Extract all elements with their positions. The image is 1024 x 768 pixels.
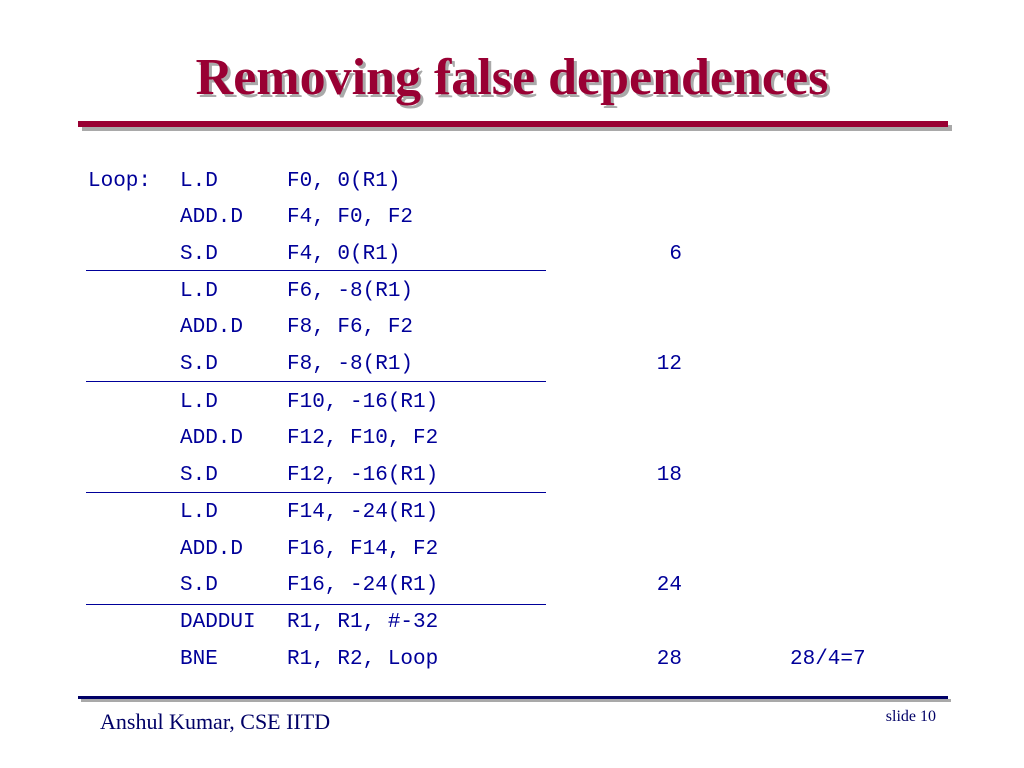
slide-title: Removing false dependences (195, 49, 829, 106)
instr-opcode: S.D (180, 353, 218, 376)
instr-opcode: L.D (180, 501, 218, 524)
instr-operands: F8, -8(R1) (287, 353, 414, 376)
instr-operands: R1, R1, #-32 (287, 611, 439, 634)
instr-opcode: S.D (180, 464, 218, 487)
instr-operands: F6, -8(R1) (287, 280, 414, 303)
group-separator (86, 492, 546, 493)
group-separator (86, 604, 546, 605)
instr-operands: F0, 0(R1) (287, 170, 401, 193)
cycle-count: 12 (656, 353, 682, 376)
instr-operands: R1, R2, Loop (287, 648, 439, 671)
cycle-count: 18 (656, 464, 682, 487)
footer-rule (78, 696, 948, 699)
instr-opcode: L.D (180, 280, 218, 303)
title-underline (78, 121, 948, 127)
instr-operands: F12, F10, F2 (287, 427, 439, 450)
instr-opcode: BNE (180, 648, 218, 671)
instr-operands: F12, -16(R1) (287, 464, 439, 487)
instr-operands: F4, F0, F2 (287, 206, 414, 229)
cycle-count: 28 (656, 648, 682, 671)
instr-opcode: ADD.D (180, 538, 244, 561)
instr-operands: F4, 0(R1) (287, 243, 401, 266)
loop-label: Loop: (88, 170, 152, 193)
slide-number: slide 10 (885, 708, 936, 725)
instr-opcode: ADD.D (180, 316, 244, 339)
instr-opcode: S.D (180, 574, 218, 597)
instr-opcode: ADD.D (180, 427, 244, 450)
cycle-count: 24 (656, 574, 682, 597)
cycles-per-iteration-note: 28/4=7 (790, 648, 866, 671)
cycle-count: 6 (669, 243, 682, 266)
instr-operands: F8, F6, F2 (287, 316, 414, 339)
group-separator (86, 381, 546, 382)
instr-operands: F10, -16(R1) (287, 391, 439, 414)
footer-author: Anshul Kumar, CSE IITD (100, 709, 331, 734)
instr-opcode: ADD.D (180, 206, 244, 229)
instr-opcode: S.D (180, 243, 218, 266)
instr-opcode: L.D (180, 170, 218, 193)
instr-operands: F16, F14, F2 (287, 538, 439, 561)
instr-opcode: DADDUI (180, 611, 256, 634)
group-separator (86, 270, 546, 271)
instr-opcode: L.D (180, 391, 218, 414)
instr-operands: F16, -24(R1) (287, 574, 439, 597)
instr-operands: F14, -24(R1) (287, 501, 439, 524)
